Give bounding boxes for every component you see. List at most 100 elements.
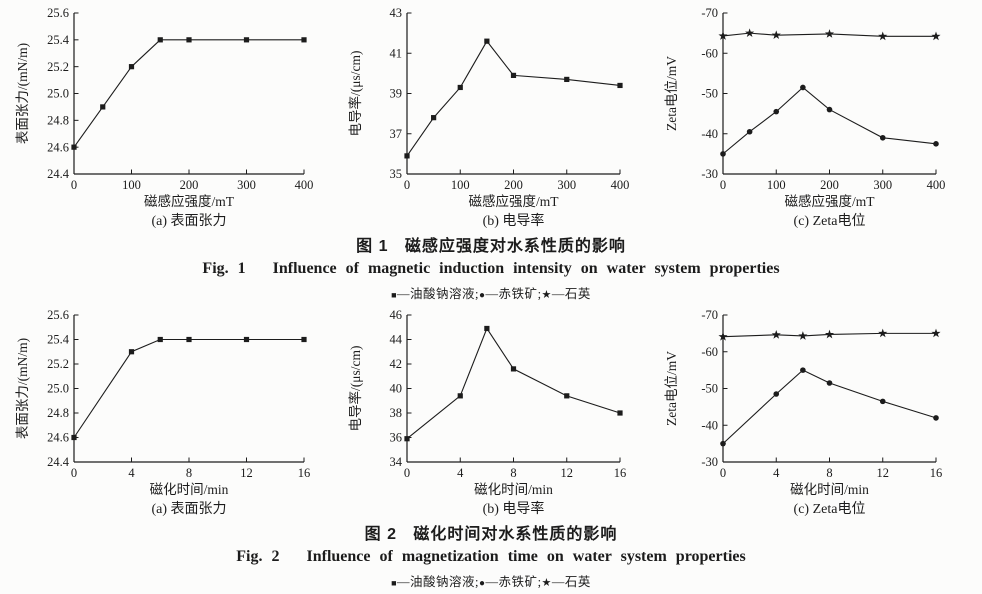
square-marker <box>510 366 517 372</box>
legend-item: ■—油酸钠溶液 <box>391 287 475 301</box>
square-marker <box>617 410 623 416</box>
figure1-caption-en: Fig. 1 Influence of magnetic induction i… <box>202 260 780 277</box>
figure2-charts-row: 24.4 24.6 24.8 25.0 25.2 25.4 25.6 0 4 8 12 16 磁化时间/… <box>0 306 982 518</box>
y-tick-label: -60 <box>701 345 718 359</box>
square-marker <box>404 436 410 442</box>
y-axis-label: Zeta电位/mV <box>664 351 679 426</box>
y-tick-label: 25.0 <box>47 382 69 396</box>
circle-marker <box>720 151 726 157</box>
square-marker <box>510 72 517 78</box>
square-marker <box>243 336 250 343</box>
legend-item: ★—石英 <box>542 287 591 301</box>
legend-item: ●—赤铁矿 <box>479 287 538 301</box>
x-tick-label: 8 <box>826 466 832 480</box>
square-marker <box>71 434 77 441</box>
legend-marker-square-icon: ■ <box>391 290 397 300</box>
legend-separator: ; <box>475 575 479 589</box>
chart-subcaption: (a) 表面张力 <box>151 213 226 229</box>
square-marker <box>71 144 77 150</box>
x-tick-label: 400 <box>295 178 314 192</box>
x-tick-label: 4 <box>773 466 780 480</box>
chart-fig1b-conductivity: 35 37 39 41 43 0 100 200 300 400 磁感应强度/mT 电导率/(μs/c… <box>347 6 629 229</box>
y-axis-label: 电导率/(μs/cm) <box>347 346 363 432</box>
x-tick-label: 16 <box>614 466 627 480</box>
star-marker <box>718 31 728 40</box>
y-tick-label: -70 <box>701 6 718 20</box>
square-marker <box>186 37 192 43</box>
series-line-star <box>722 332 936 338</box>
x-tick-label: 0 <box>404 466 410 480</box>
chart-fig1c-zeta-potential: -30 -40 -50 -60 -70 0 100 200 300 400 磁感应强度/mT Zeta… <box>664 6 946 229</box>
figure-2: 24.4 24.6 24.8 25.0 25.2 25.4 25.6 0 4 8 12 16 磁化时间/… <box>0 306 982 590</box>
figure2-caption-en: Fig. 2 Influence of magnetization time o… <box>236 548 746 565</box>
y-tick-label: 34 <box>390 455 403 469</box>
legend-marker-star-icon: ★ <box>541 577 552 589</box>
y-tick-label: 24.6 <box>47 140 69 154</box>
y-tick-label: 25.2 <box>47 357 69 371</box>
square-marker <box>564 76 570 83</box>
chart-subcaption: (a) 表面张力 <box>151 501 226 517</box>
chart-fig2c-zeta-potential: -30 -40 -50 -60 -70 0 4 8 12 16 磁化时间/min Zeta电位/mV (… <box>664 308 943 517</box>
series-line-square <box>406 327 621 440</box>
x-axis-label: 磁化时间/min <box>150 482 229 497</box>
y-tick-label: -50 <box>701 87 718 101</box>
square-marker <box>484 325 490 332</box>
square-marker <box>128 349 135 355</box>
x-axis-label: 磁化时间/min <box>790 482 869 497</box>
figure1-caption-cn: 图 1 磁感应强度对水系性质的影响 <box>356 238 626 255</box>
x-tick-label: 100 <box>451 178 470 192</box>
square-marker <box>186 336 192 343</box>
y-tick-label: 25.0 <box>47 87 69 101</box>
x-tick-label: 300 <box>557 178 576 192</box>
y-tick-label: 24.8 <box>47 114 69 128</box>
circle-marker <box>879 398 886 405</box>
x-tick-label: 8 <box>186 466 192 480</box>
figure2-caption-cn: 图 2 磁化时间对水系性质的影响 <box>364 526 618 543</box>
x-tick-label: 100 <box>122 178 141 192</box>
y-tick-label: 25.6 <box>47 308 69 322</box>
star-marker <box>798 331 808 340</box>
y-tick-label: 25.2 <box>47 60 69 74</box>
x-tick-label: 16 <box>930 466 943 480</box>
x-axis-label: 磁化时间/min <box>474 482 553 497</box>
square-marker <box>457 84 463 91</box>
series-line-square <box>406 40 621 157</box>
y-tick-label: 39 <box>390 87 403 101</box>
y-tick-label: 24.6 <box>47 431 69 445</box>
x-tick-label: 300 <box>237 178 256 192</box>
figure2-legend: ■—油酸钠溶液;●—赤铁矿;★—石英 <box>0 571 982 590</box>
x-axis-label: 磁感应强度/mT <box>785 193 876 209</box>
legend-label: —赤铁矿 <box>485 575 538 589</box>
chart-subcaption: (c) Zeta电位 <box>794 501 866 517</box>
x-tick-label: 12 <box>877 466 890 480</box>
legend-separator: ; <box>537 287 542 301</box>
x-tick-label: 200 <box>820 178 839 192</box>
circle-marker <box>826 380 833 386</box>
y-tick-label: -40 <box>701 127 718 141</box>
square-marker <box>157 336 163 343</box>
circle-marker <box>933 141 939 147</box>
figure1-legend: ■—油酸钠溶液;●—赤铁矿;★—石英 <box>0 283 982 302</box>
chart-subcaption: (b) 电导率 <box>483 212 545 229</box>
figure1-charts-row: 24.4 24.6 24.8 25.0 25.2 25.4 25.6 0 100 200 300 40… <box>0 4 982 230</box>
series-line-circle <box>722 369 937 445</box>
y-axis-label: Zeta电位/mV <box>664 56 679 131</box>
y-tick-label: 35 <box>390 167 403 181</box>
legend-marker-circle-icon: ● <box>479 290 486 301</box>
chart-subcaption: (b) 电导率 <box>483 500 545 517</box>
y-tick-label: 37 <box>390 127 403 141</box>
series-line-circle <box>722 86 937 155</box>
x-tick-label: 12 <box>561 466 574 480</box>
circle-marker <box>746 128 753 135</box>
series-line-star <box>722 32 936 37</box>
legend-label: —赤铁矿 <box>485 287 538 301</box>
y-axis-label: 表面张力/(mN/m) <box>15 338 30 439</box>
legend-item: ■—油酸钠溶液 <box>391 575 475 589</box>
star-marker <box>878 328 888 338</box>
x-tick-label: 0 <box>71 466 77 480</box>
x-tick-label: 400 <box>927 178 946 192</box>
y-tick-label: 24.4 <box>47 167 70 181</box>
legend-marker-square-icon: ■ <box>391 578 397 588</box>
series-line-square <box>73 338 304 438</box>
